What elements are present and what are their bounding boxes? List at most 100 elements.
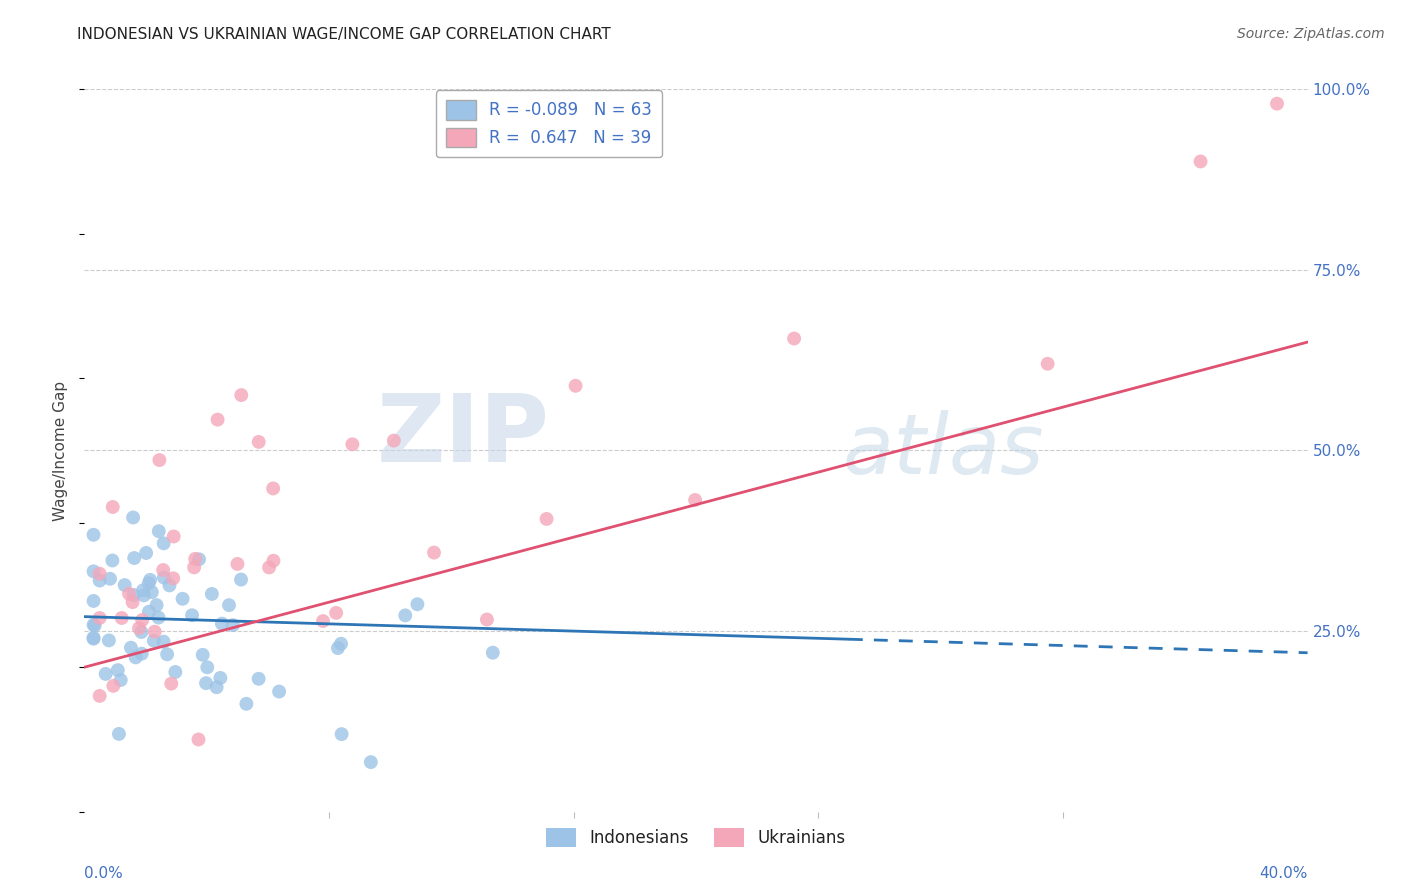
Point xyxy=(162,571,184,585)
Point xyxy=(423,545,446,559)
Point xyxy=(143,624,166,639)
Point xyxy=(89,566,111,581)
Point xyxy=(125,650,148,665)
Point xyxy=(262,554,284,568)
Point xyxy=(1265,96,1288,111)
Text: ZIP: ZIP xyxy=(377,390,550,482)
Point xyxy=(226,557,249,571)
Point xyxy=(89,574,111,588)
Point xyxy=(121,595,143,609)
Point xyxy=(148,453,170,467)
Point xyxy=(231,388,253,402)
Point xyxy=(152,634,174,648)
Point xyxy=(312,614,335,628)
Point xyxy=(83,565,105,579)
Point xyxy=(131,625,153,640)
Legend: Indonesians, Ukrainians: Indonesians, Ukrainians xyxy=(540,822,852,854)
Point xyxy=(205,680,228,694)
Point xyxy=(172,591,194,606)
Point xyxy=(153,570,176,584)
Point xyxy=(135,546,157,560)
Point xyxy=(382,434,405,448)
Point xyxy=(103,679,125,693)
Point xyxy=(89,611,111,625)
Point xyxy=(131,647,153,661)
Point xyxy=(107,663,129,677)
Point xyxy=(148,610,170,624)
Point xyxy=(195,676,218,690)
Point xyxy=(195,660,218,674)
Point xyxy=(148,524,170,538)
Point xyxy=(101,553,124,567)
Point xyxy=(783,332,806,346)
Point xyxy=(139,573,162,587)
Point xyxy=(211,616,233,631)
Point xyxy=(122,510,145,524)
Text: 0.0%: 0.0% xyxy=(84,866,124,881)
Text: INDONESIAN VS UKRAINIAN WAGE/INCOME GAP CORRELATION CHART: INDONESIAN VS UKRAINIAN WAGE/INCOME GAP … xyxy=(77,27,612,42)
Point xyxy=(111,611,134,625)
Point xyxy=(122,551,145,566)
Point xyxy=(89,689,111,703)
Point xyxy=(229,573,252,587)
Point xyxy=(142,633,165,648)
Point xyxy=(406,597,429,611)
Point xyxy=(201,587,224,601)
Point xyxy=(262,482,284,496)
Point xyxy=(564,379,586,393)
Point xyxy=(138,576,160,591)
Point xyxy=(159,578,181,592)
Point xyxy=(235,697,257,711)
Point xyxy=(257,560,280,574)
Point xyxy=(191,648,214,662)
Point xyxy=(482,646,505,660)
Point xyxy=(326,641,349,656)
Point xyxy=(145,598,167,612)
Point xyxy=(247,434,270,449)
Point xyxy=(138,605,160,619)
Point xyxy=(325,606,347,620)
Point xyxy=(181,608,204,623)
Point xyxy=(394,608,416,623)
Point xyxy=(1189,154,1212,169)
Text: atlas: atlas xyxy=(842,410,1045,491)
Point xyxy=(218,598,240,612)
Y-axis label: Wage/Income Gap: Wage/Income Gap xyxy=(53,380,69,521)
Point xyxy=(1036,357,1059,371)
Point xyxy=(683,492,706,507)
Point xyxy=(131,613,153,627)
Point xyxy=(128,621,150,635)
Point xyxy=(330,727,353,741)
Point xyxy=(152,536,174,550)
Text: Source: ZipAtlas.com: Source: ZipAtlas.com xyxy=(1237,27,1385,41)
Point xyxy=(108,727,131,741)
Point xyxy=(122,588,145,602)
Point xyxy=(101,500,124,514)
Point xyxy=(97,633,120,648)
Point xyxy=(114,578,136,592)
Point xyxy=(132,583,155,598)
Point xyxy=(163,529,186,543)
Point xyxy=(330,637,353,651)
Point xyxy=(222,618,245,632)
Point xyxy=(94,666,117,681)
Point xyxy=(120,640,142,655)
Point xyxy=(83,594,105,608)
Point xyxy=(207,412,229,426)
Point xyxy=(183,560,205,574)
Point xyxy=(269,684,291,698)
Point xyxy=(118,587,141,601)
Point xyxy=(247,672,270,686)
Point xyxy=(141,585,163,599)
Point xyxy=(187,732,209,747)
Point xyxy=(83,631,105,645)
Point xyxy=(156,647,179,661)
Point xyxy=(83,618,105,632)
Point xyxy=(342,437,364,451)
Point xyxy=(83,632,105,646)
Point xyxy=(475,613,498,627)
Point xyxy=(160,676,183,690)
Point xyxy=(152,563,174,577)
Point xyxy=(132,589,155,603)
Point xyxy=(165,665,187,679)
